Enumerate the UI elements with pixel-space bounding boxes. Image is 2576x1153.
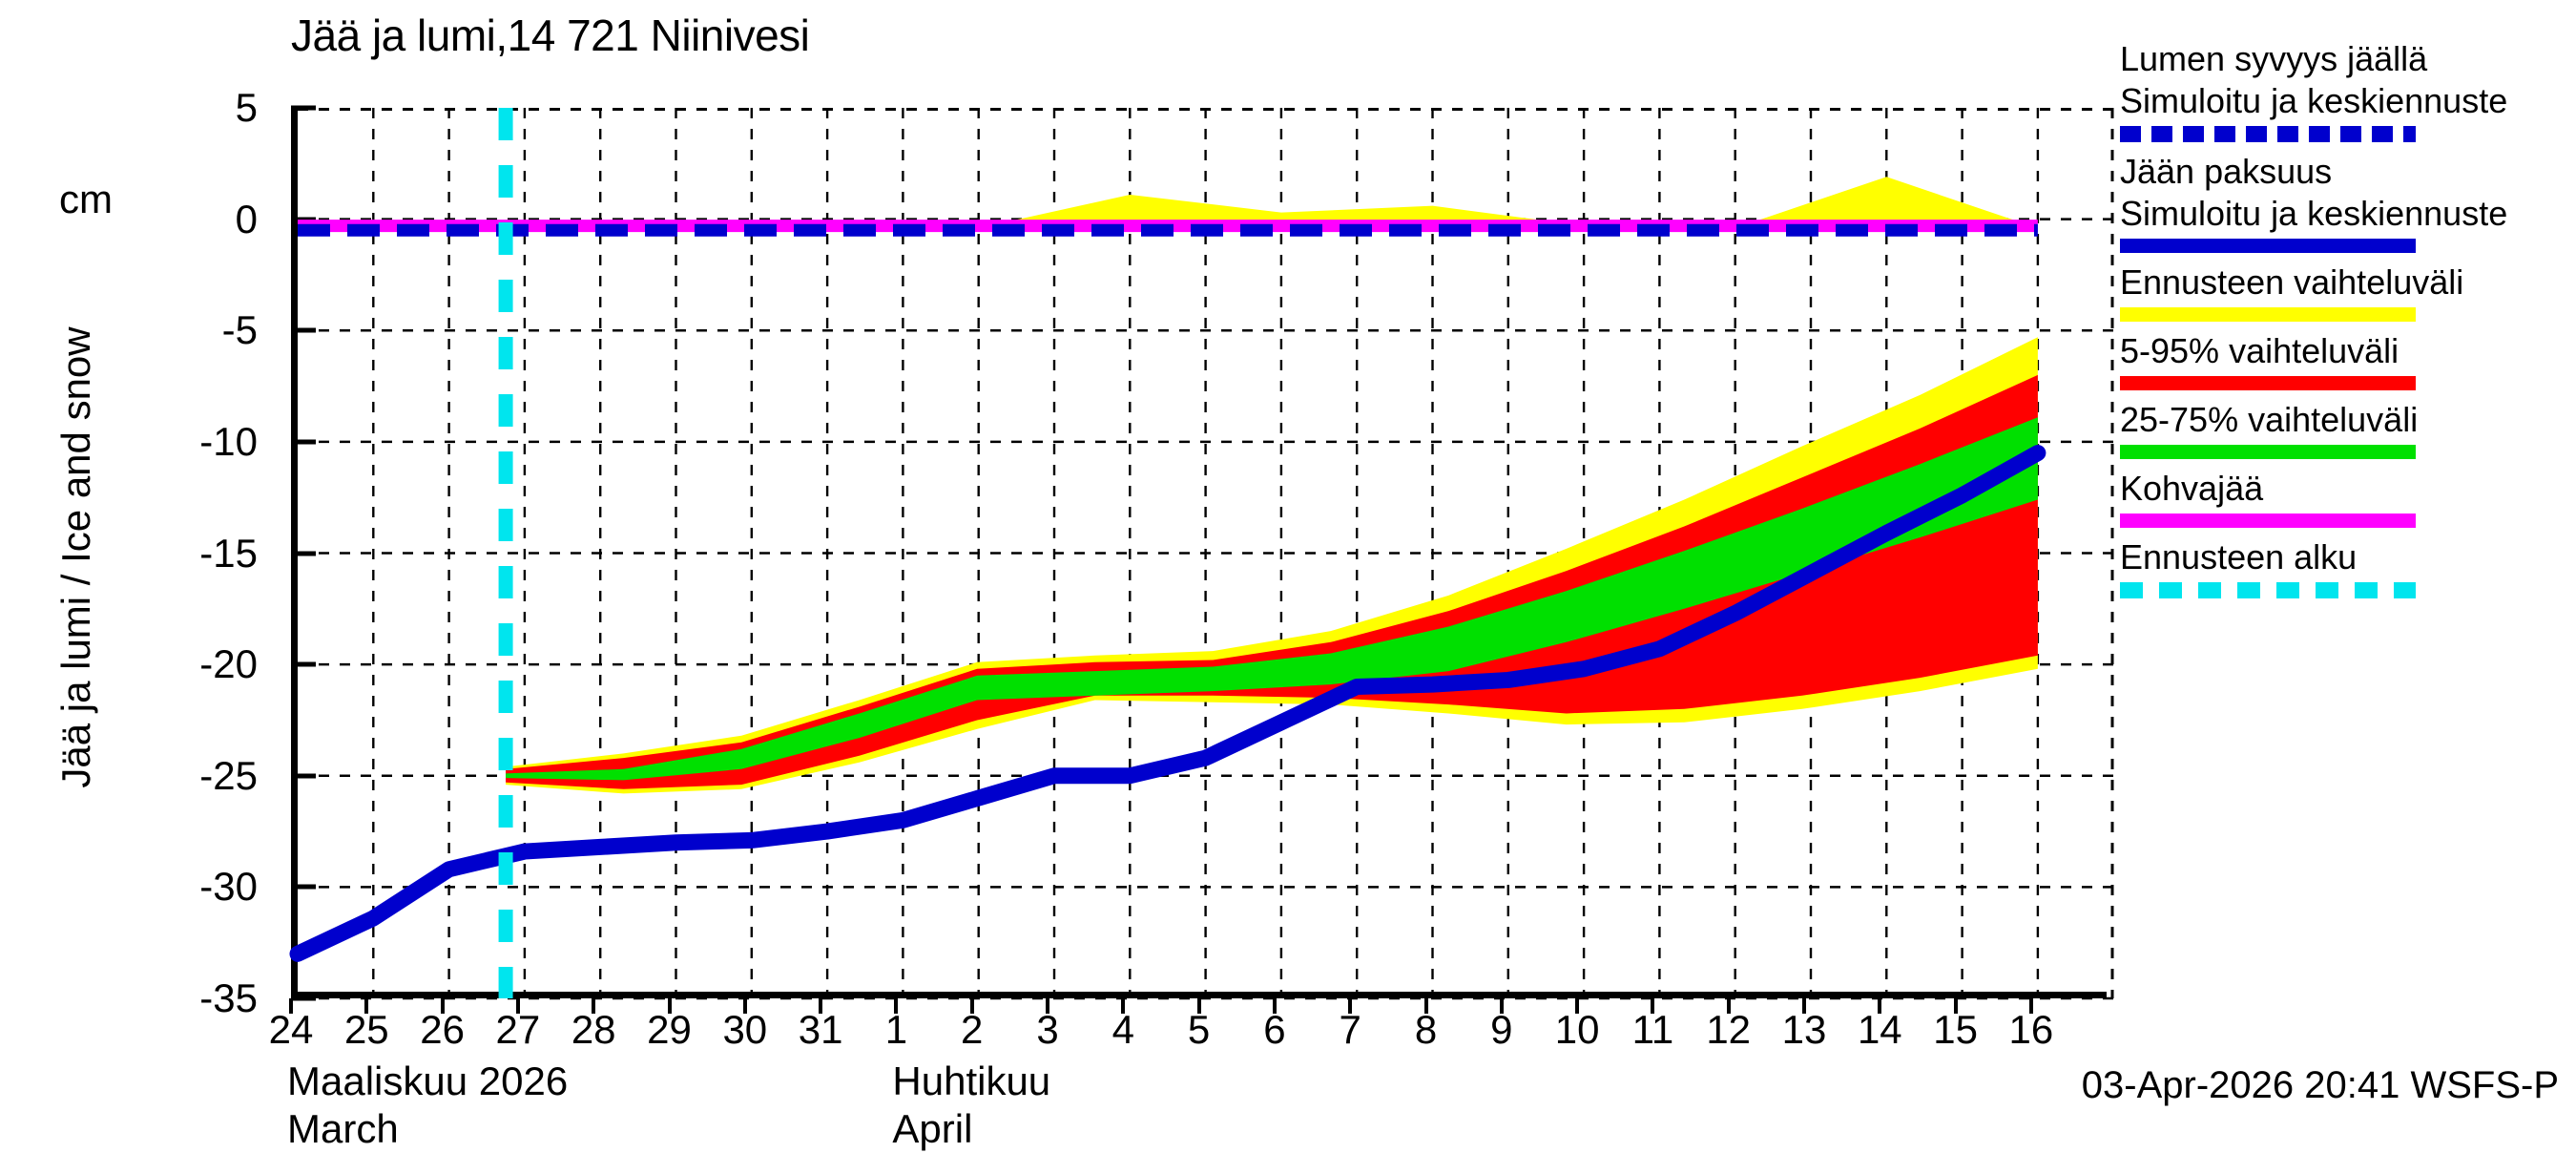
x-axis-tick-marks (0, 998, 2576, 1017)
x-axis-tick-mark (364, 998, 369, 1014)
y-axis-tick-label: -35 (199, 975, 258, 1020)
legend-entry: Ennusteen alku (2120, 536, 2568, 598)
legend-title: Ennusteen vaihteluväli (2120, 262, 2464, 302)
y-axis-tick-label: -5 (221, 307, 258, 353)
forecast-band (506, 374, 2038, 789)
plot-area (289, 108, 2114, 1000)
x-axis-tick-label: 5 (1187, 1007, 1211, 1052)
x-axis-tick-labels: 24 25 26 27 28 29 30 31 1 2 3 4 5 6 7 8 9 10 11 12 13 14 15 16 (0, 1007, 2576, 1064)
legend-title: Jään paksuus (2120, 152, 2333, 191)
legend-title: Ennusteen alku (2120, 537, 2358, 576)
x-axis-tick-label: 31 (798, 1007, 843, 1052)
x-axis-tick-mark (1878, 998, 1882, 1014)
x-axis-tick-label: 11 (1631, 1007, 1674, 1052)
x-axis-tick-mark (592, 998, 596, 1014)
month-label-fi: Huhtikuu (892, 1059, 1051, 1103)
x-axis-tick-mark (1499, 998, 1504, 1014)
legend-swatch (2120, 445, 2416, 459)
x-axis-tick-label: 27 (495, 1007, 541, 1052)
x-axis-tick-mark (1423, 998, 1428, 1014)
x-axis-tick-label: 30 (722, 1007, 768, 1052)
x-axis-tick-label: 1 (884, 1007, 908, 1052)
plot-canvas (289, 108, 2114, 1000)
x-axis-tick-mark (1046, 998, 1049, 1014)
x-axis-tick-label: 2 (961, 1007, 984, 1052)
timestamp-stamp: 03-Apr-2026 20:41 WSFS-P (2081, 1064, 2559, 1106)
x-axis-tick-label: 9 (1490, 1007, 1513, 1052)
legend-entry: Kohvajää (2120, 468, 2568, 528)
x-axis-tick-mark (667, 998, 672, 1014)
legend-entry: Ennusteen vaihteluväli (2120, 262, 2568, 322)
x-axis-tick-mark (1196, 998, 1201, 1014)
legend-entry: 25-75% vaihteluväli (2120, 399, 2568, 459)
x-axis-tick-label: 26 (420, 1007, 465, 1052)
y-axis-tick-label: -25 (199, 752, 258, 798)
x-axis-tick-mark (894, 998, 899, 1014)
month-label-fi: Maaliskuu 2026 (287, 1059, 569, 1103)
legend-title: 25-75% vaihteluväli (2120, 400, 2419, 439)
chart-legend: Lumen syvyys jäällä Simuloitu ja keskienn… (2120, 38, 2568, 607)
y-axis-tick-labels: 5 0 -5 -10 -15 -20 -25 -30 -35 (76, 0, 258, 1145)
y-axis-unit: cm (59, 177, 113, 221)
x-axis-tick-label: 13 (1781, 1007, 1827, 1052)
legend-swatch (2120, 514, 2416, 528)
x-axis-tick-mark (1272, 998, 1277, 1014)
legend-entry: Lumen syvyys jäällä Simuloitu ja keskienn… (2120, 38, 2568, 142)
x-axis-tick-label: 12 (1706, 1007, 1752, 1052)
x-axis-tick-label: 6 (1263, 1007, 1286, 1052)
legend-subtitle: Simuloitu ja keskiennuste (2120, 194, 2508, 233)
legend-swatch (2120, 376, 2416, 390)
legend-subtitle: Simuloitu ja keskiennuste (2120, 81, 2508, 120)
x-axis-tick-mark (1121, 998, 1126, 1014)
x-axis-tick-mark (515, 998, 520, 1014)
x-axis-tick-mark (819, 998, 823, 1014)
legend-swatch (2120, 582, 2416, 598)
x-axis-tick-mark (2028, 998, 2033, 1014)
y-axis-tick-label: 0 (235, 196, 258, 241)
x-axis-tick-label: 28 (571, 1007, 616, 1052)
y-axis-tick-label: 5 (235, 85, 258, 130)
chart-title: Jää ja lumi,14 721 Niinivesi (291, 10, 810, 60)
x-axis-tick-label: 10 (1554, 1007, 1600, 1052)
y-axis-tick-label: -20 (199, 641, 258, 687)
x-axis-tick-label: 14 (1857, 1007, 1902, 1052)
x-axis-tick-label: 24 (268, 1007, 314, 1052)
y-axis-tick-label: -15 (199, 530, 258, 576)
x-axis-tick-label: 29 (647, 1007, 692, 1052)
x-axis-tick-mark (1726, 998, 1731, 1014)
legend-title: Lumen syvyys jäällä (2120, 39, 2428, 78)
forecast-band (978, 177, 2038, 228)
legend-swatch (2120, 239, 2416, 253)
x-axis-tick-label: 25 (343, 1007, 389, 1052)
x-axis-tick-mark (742, 998, 747, 1014)
ice-thickness-line (289, 445, 2046, 962)
x-axis-tick-mark (1651, 998, 1655, 1014)
legend-entry: Jään paksuus Simuloitu ja keskiennuste (2120, 151, 2568, 253)
y-axis-tick-label: -30 (199, 864, 258, 910)
month-label-en: March (287, 1106, 399, 1151)
legend-swatch (2120, 307, 2416, 322)
x-axis-tick-mark (1953, 998, 1958, 1014)
y-axis-tick-label: -10 (199, 418, 258, 464)
x-axis-tick-mark (1348, 998, 1353, 1014)
x-axis-tick-mark (969, 998, 974, 1014)
x-axis-tick-mark (1575, 998, 1580, 1014)
month-label-block: Maaliskuu 2026 March (287, 1058, 568, 1153)
legend-swatch (2120, 126, 2416, 142)
legend-title: 5-95% vaihteluväli (2120, 331, 2399, 370)
x-axis-tick-label: 4 (1111, 1007, 1134, 1052)
x-axis-tick-label: 16 (2008, 1007, 2054, 1052)
legend-title: Kohvajää (2120, 469, 2264, 508)
month-label-block: Huhtikuu April (892, 1058, 1050, 1153)
month-label-en: April (892, 1106, 973, 1151)
x-axis-tick-label: 8 (1414, 1007, 1438, 1052)
x-axis-tick-mark (1802, 998, 1806, 1014)
x-axis-tick-mark (440, 998, 445, 1014)
x-axis-tick-mark (289, 998, 293, 1014)
legend-entry: 5-95% vaihteluväli (2120, 330, 2568, 390)
x-axis-tick-label: 3 (1036, 1007, 1059, 1052)
x-axis-tick-label: 7 (1339, 1007, 1361, 1052)
x-axis-tick-label: 15 (1933, 1007, 1978, 1052)
